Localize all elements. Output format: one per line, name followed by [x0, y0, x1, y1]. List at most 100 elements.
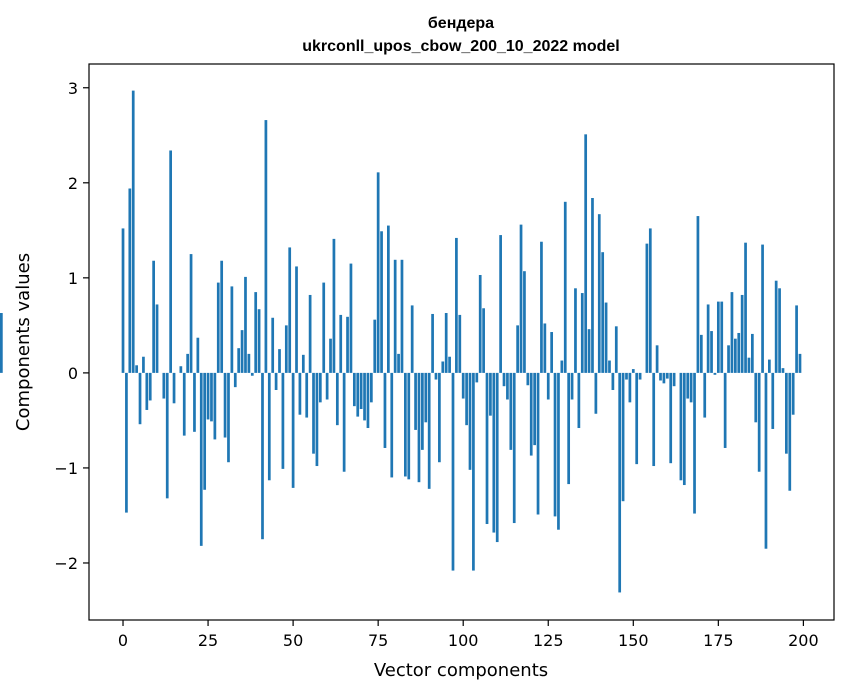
- bar: [577, 372, 581, 429]
- bar: [669, 372, 673, 464]
- x-tick-label: 0: [118, 631, 128, 650]
- bar: [438, 372, 441, 463]
- bar: [189, 254, 193, 373]
- bar: [665, 372, 669, 379]
- y-tick-label: 0: [68, 364, 78, 383]
- bar: [162, 372, 166, 399]
- bar: [264, 120, 268, 373]
- bar: [706, 304, 710, 373]
- bar: [366, 372, 370, 429]
- bar: [659, 372, 662, 381]
- bar: [441, 361, 445, 373]
- bar: [152, 260, 155, 373]
- bar: [305, 372, 309, 418]
- x-tick-label: 200: [788, 631, 819, 650]
- bar: [648, 228, 652, 373]
- bar: [594, 372, 598, 414]
- bar: [574, 288, 577, 373]
- bar: [329, 338, 332, 373]
- y-tick-label: 3: [68, 79, 78, 98]
- bar: [580, 293, 584, 373]
- bar: [489, 372, 492, 416]
- y-tick-label: 1: [68, 269, 78, 288]
- bar: [597, 214, 601, 373]
- bar: [482, 308, 485, 373]
- x-tick-label: 75: [368, 631, 388, 650]
- bar: [359, 372, 363, 410]
- bar: [339, 314, 343, 373]
- bar: [352, 372, 356, 407]
- bar: [414, 372, 417, 430]
- bar: [502, 372, 506, 387]
- bar: [397, 353, 400, 373]
- bar: [203, 372, 207, 490]
- bar: [798, 353, 802, 373]
- y-tick-label: −2: [54, 554, 78, 573]
- bar: [281, 372, 285, 469]
- bar: [0, 313, 3, 373]
- bar: [546, 372, 550, 400]
- x-tick-label: 50: [283, 631, 303, 650]
- bar: [570, 372, 574, 400]
- bar: [271, 317, 275, 373]
- bar: [237, 348, 241, 373]
- bar: [376, 172, 380, 373]
- bar: [465, 372, 468, 426]
- bar: [356, 372, 360, 417]
- bar: [733, 338, 737, 373]
- bar: [485, 372, 489, 525]
- bar: [349, 263, 353, 373]
- bar: [584, 134, 588, 373]
- bar: [223, 372, 227, 438]
- chart-title: бендера: [428, 15, 494, 32]
- bar: [125, 372, 128, 513]
- bar: [703, 372, 707, 418]
- bar: [295, 266, 298, 373]
- bar: [737, 332, 741, 373]
- bar: [427, 372, 431, 489]
- bar: [696, 216, 700, 373]
- bar: [730, 292, 734, 373]
- bar: [713, 372, 717, 375]
- bar: [407, 372, 411, 480]
- bar: [451, 372, 455, 571]
- bar: [611, 372, 615, 390]
- bar: [533, 372, 536, 446]
- bar: [298, 372, 302, 415]
- bar: [774, 280, 778, 373]
- bar: [431, 313, 434, 373]
- bar: [404, 372, 407, 477]
- bar: [604, 302, 608, 373]
- bar: [689, 372, 693, 403]
- bar: [169, 150, 173, 373]
- bar: [788, 372, 792, 491]
- bar: [506, 372, 509, 400]
- bar: [778, 288, 781, 373]
- bar: [754, 372, 758, 423]
- x-tick-label: 150: [618, 631, 649, 650]
- bar: [193, 372, 196, 432]
- bar: [461, 372, 465, 399]
- plot-frame: [88, 63, 835, 621]
- bar: [261, 372, 264, 540]
- bar: [761, 244, 764, 373]
- bar: [335, 372, 339, 426]
- bar: [288, 247, 292, 373]
- bar: [567, 372, 571, 485]
- bar: [625, 372, 628, 380]
- bar: [655, 345, 659, 373]
- bar: [693, 372, 696, 514]
- bar: [455, 237, 458, 373]
- bar: [635, 372, 639, 465]
- bar: [716, 301, 720, 373]
- bar: [458, 314, 462, 373]
- bar: [614, 326, 618, 373]
- bar: [499, 235, 502, 373]
- bar: [638, 372, 642, 380]
- bar: [608, 360, 611, 373]
- bar: [795, 305, 798, 373]
- bar: [142, 356, 145, 373]
- bar: [645, 243, 649, 373]
- bar: [563, 201, 567, 373]
